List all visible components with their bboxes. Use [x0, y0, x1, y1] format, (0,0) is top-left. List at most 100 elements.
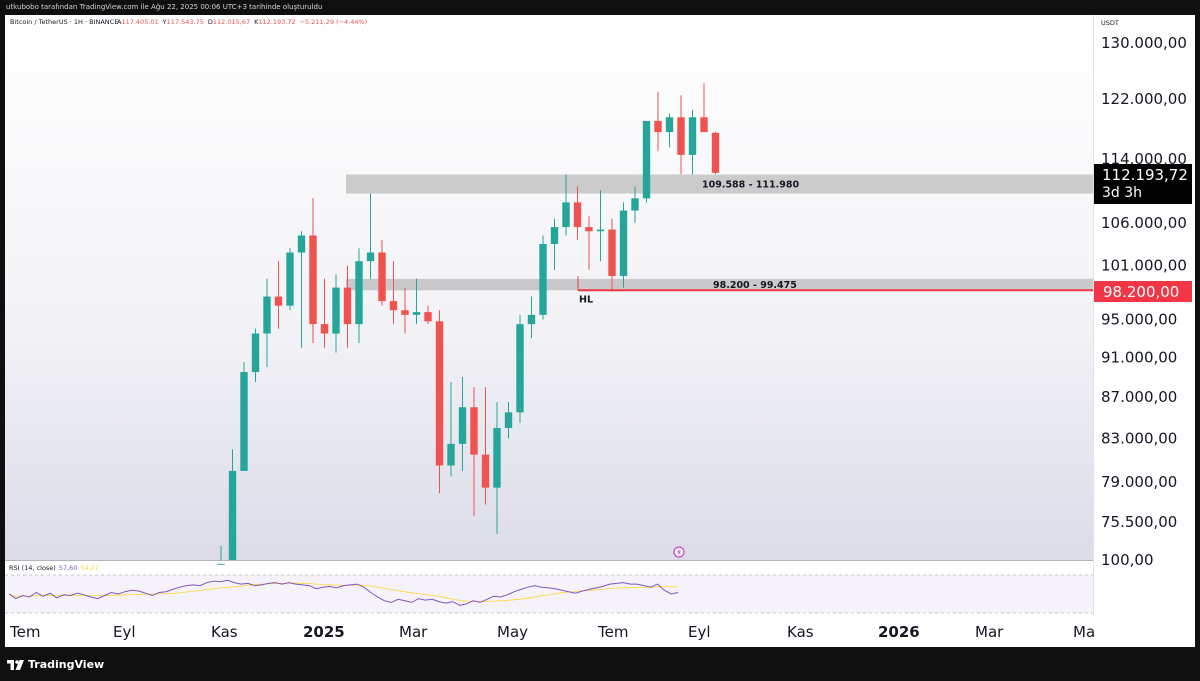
- time-axis-label: Mar: [975, 623, 1004, 641]
- candle-body[interactable]: [539, 243, 547, 315]
- rsi-ma-value: 54,27: [80, 564, 99, 572]
- candle-body[interactable]: [286, 252, 294, 306]
- candle-body[interactable]: [389, 301, 398, 311]
- candle-body[interactable]: [665, 117, 674, 133]
- legend-low-label: D: [208, 18, 213, 26]
- candle-body[interactable]: [366, 252, 375, 262]
- candle-body[interactable]: [274, 296, 283, 306]
- hl-annotation: HL: [579, 294, 593, 305]
- chart-frame: 109.588 - 111.980 98.200 - 99.475 HL Bitc…: [5, 15, 1195, 647]
- last-price-tag: [1094, 164, 1192, 204]
- candle-body[interactable]: [435, 321, 444, 466]
- candle-body[interactable]: [251, 333, 260, 373]
- currency-label: USDT: [1101, 19, 1119, 27]
- price-axis-label: 83.000,00: [1101, 430, 1177, 448]
- tradingview-logo[interactable]: TradingView: [7, 658, 104, 671]
- candle-body[interactable]: [412, 312, 421, 315]
- candle-body[interactable]: [504, 412, 513, 428]
- last-price-countdown: 3d 3h: [1102, 185, 1142, 201]
- candle-body[interactable]: [263, 296, 271, 334]
- support-price-label: 98.200,00: [1103, 283, 1179, 301]
- candle-body[interactable]: [608, 229, 616, 277]
- candle-body[interactable]: [654, 120, 662, 133]
- zone-label: 98.200 - 99.475: [713, 280, 797, 291]
- candle-body[interactable]: [378, 252, 386, 302]
- candle-body[interactable]: [401, 310, 409, 315]
- legend-high-label: Y: [162, 18, 167, 26]
- candle-body[interactable]: [228, 470, 237, 560]
- legend-close-label: K: [254, 18, 259, 26]
- legend-close-value: 112.193,72: [258, 18, 295, 26]
- time-axis-label: Kas: [787, 623, 814, 641]
- candle-body[interactable]: [493, 427, 501, 488]
- candle-body[interactable]: [550, 227, 559, 244]
- candle-body[interactable]: [573, 202, 582, 228]
- price-axis-label: 95.000,00: [1101, 310, 1177, 328]
- legend-change: −5.211,29 (−4,44%): [300, 18, 368, 26]
- time-axis-label: Ma: [1073, 623, 1095, 641]
- header-bar: utkubobo tarafından TradingView.com ile …: [0, 0, 1200, 15]
- price-axis-label: 101.000,00: [1101, 256, 1187, 274]
- price-axis-label: 122.000,00: [1101, 90, 1187, 108]
- time-axis-label: Tem: [9, 623, 40, 641]
- rsi-pane-bg: [5, 561, 1093, 617]
- candle-body[interactable]: [217, 563, 225, 565]
- candle-body[interactable]: [585, 227, 593, 232]
- time-axis-label: 2025: [303, 623, 345, 641]
- support-price-tag: [1094, 281, 1192, 302]
- snapshot-icon[interactable]: [673, 546, 685, 558]
- candle-body[interactable]: [677, 117, 685, 155]
- time-axis-label: Kas: [211, 623, 238, 641]
- price-axis-label: 106.000,00: [1101, 214, 1187, 232]
- tradingview-logo-icon: [7, 659, 24, 670]
- time-axis-bg: [5, 617, 1195, 647]
- rsi-band: [5, 575, 1093, 613]
- candle-body[interactable]: [458, 407, 467, 444]
- candle-body[interactable]: [297, 235, 306, 253]
- publisher-text: utkubobo tarafından TradingView.com ile …: [6, 3, 323, 11]
- candle-body[interactable]: [332, 287, 340, 334]
- candle-body[interactable]: [596, 229, 605, 232]
- candle-body[interactable]: [516, 324, 524, 413]
- price-axis-label: 79.000,00: [1101, 473, 1177, 491]
- time-axis-label: Mar: [399, 623, 428, 641]
- legend-ohlc: A117.405,01 Y117.543,75 D112.015,67 K112.19…: [117, 18, 367, 26]
- time-axis-label: May: [497, 623, 528, 641]
- last-price-label: 112.193,72: [1102, 166, 1188, 184]
- legend-open-label: A: [117, 18, 122, 26]
- time-axis-label: Tem: [597, 623, 628, 641]
- zone-rect[interactable]: [346, 278, 1093, 291]
- candle-body[interactable]: [355, 261, 363, 325]
- legend-symbol: Bitcoin / TetherUS · 1H · BINANCE: [10, 18, 118, 26]
- time-axis-label: 2026: [878, 623, 920, 641]
- legend-low-value: 112.015,67: [213, 18, 250, 26]
- candle-body[interactable]: [562, 202, 570, 228]
- price-axis-label: 114.000,00: [1101, 150, 1187, 168]
- candle-body[interactable]: [688, 117, 697, 155]
- candle-body[interactable]: [642, 120, 651, 199]
- chart-canvas[interactable]: 109.588 - 111.980 98.200 - 99.475 HL Bitc…: [5, 15, 1195, 647]
- candle-body[interactable]: [447, 443, 455, 466]
- candle-body[interactable]: [527, 314, 536, 325]
- zone-rect[interactable]: [346, 174, 1093, 194]
- rsi-line: [8, 579, 679, 606]
- tradingview-wordmark: TradingView: [28, 658, 105, 671]
- price-axis-label: 75.500,00: [1101, 513, 1177, 531]
- candle-body[interactable]: [424, 312, 432, 322]
- candle-body[interactable]: [343, 287, 352, 325]
- zone-label: 109.588 - 111.980: [702, 180, 799, 191]
- candle-body[interactable]: [240, 372, 248, 471]
- candle-body[interactable]: [700, 117, 708, 133]
- time-axis-label: Eyl: [113, 623, 136, 641]
- footer-bar: TradingView: [0, 648, 1200, 681]
- price-axis-label: 91.000,00: [1101, 348, 1177, 366]
- candle-body[interactable]: [481, 454, 490, 488]
- candle-body[interactable]: [711, 132, 720, 173]
- candle-body[interactable]: [631, 198, 639, 211]
- candle-body[interactable]: [309, 235, 317, 325]
- candle-body[interactable]: [320, 324, 329, 334]
- candle-body[interactable]: [470, 407, 478, 455]
- rsi-title: RSI (14, close): [9, 564, 56, 572]
- candle-body[interactable]: [619, 210, 628, 277]
- price-axis-label: 130.000,00: [1101, 34, 1187, 52]
